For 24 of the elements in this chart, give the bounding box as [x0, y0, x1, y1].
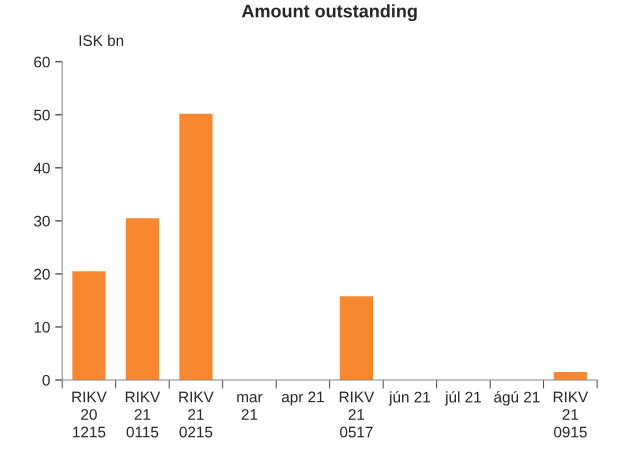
x-tick-label: RIKV 21 0215: [179, 392, 214, 438]
x-tick-label: jún 21: [388, 391, 430, 406]
x-tick-label: mar 21: [237, 394, 262, 420]
bar: [72, 271, 106, 380]
bar: [554, 372, 587, 380]
y-tick-label: 60: [34, 56, 50, 68]
x-tick-label: RIKV 21 0517: [340, 392, 374, 438]
bar: [126, 218, 160, 380]
y-tick-label: 0: [42, 374, 50, 386]
bar: [340, 296, 373, 380]
x-tick-label: RIKV 21 0915: [554, 392, 588, 438]
y-tick-label: 30: [34, 216, 50, 227]
bar: [179, 114, 213, 380]
y-tick-label: 40: [34, 162, 50, 174]
x-tick-label: RIKV 21 0115: [126, 392, 160, 438]
x-tick-label: RIKV 20 1215: [72, 392, 107, 438]
y-axis-title: ISK bn: [80, 34, 124, 46]
x-tick-label: júl 21: [444, 391, 481, 406]
y-tick-label: 50: [34, 110, 50, 120]
x-tick-label: ágú 21: [494, 391, 540, 406]
x-tick-label: apr 21: [282, 392, 324, 406]
y-tick-label: 20: [34, 268, 50, 280]
y-tick-label: 10: [34, 322, 50, 333]
chart-title: Amount outstanding: [242, 4, 417, 22]
